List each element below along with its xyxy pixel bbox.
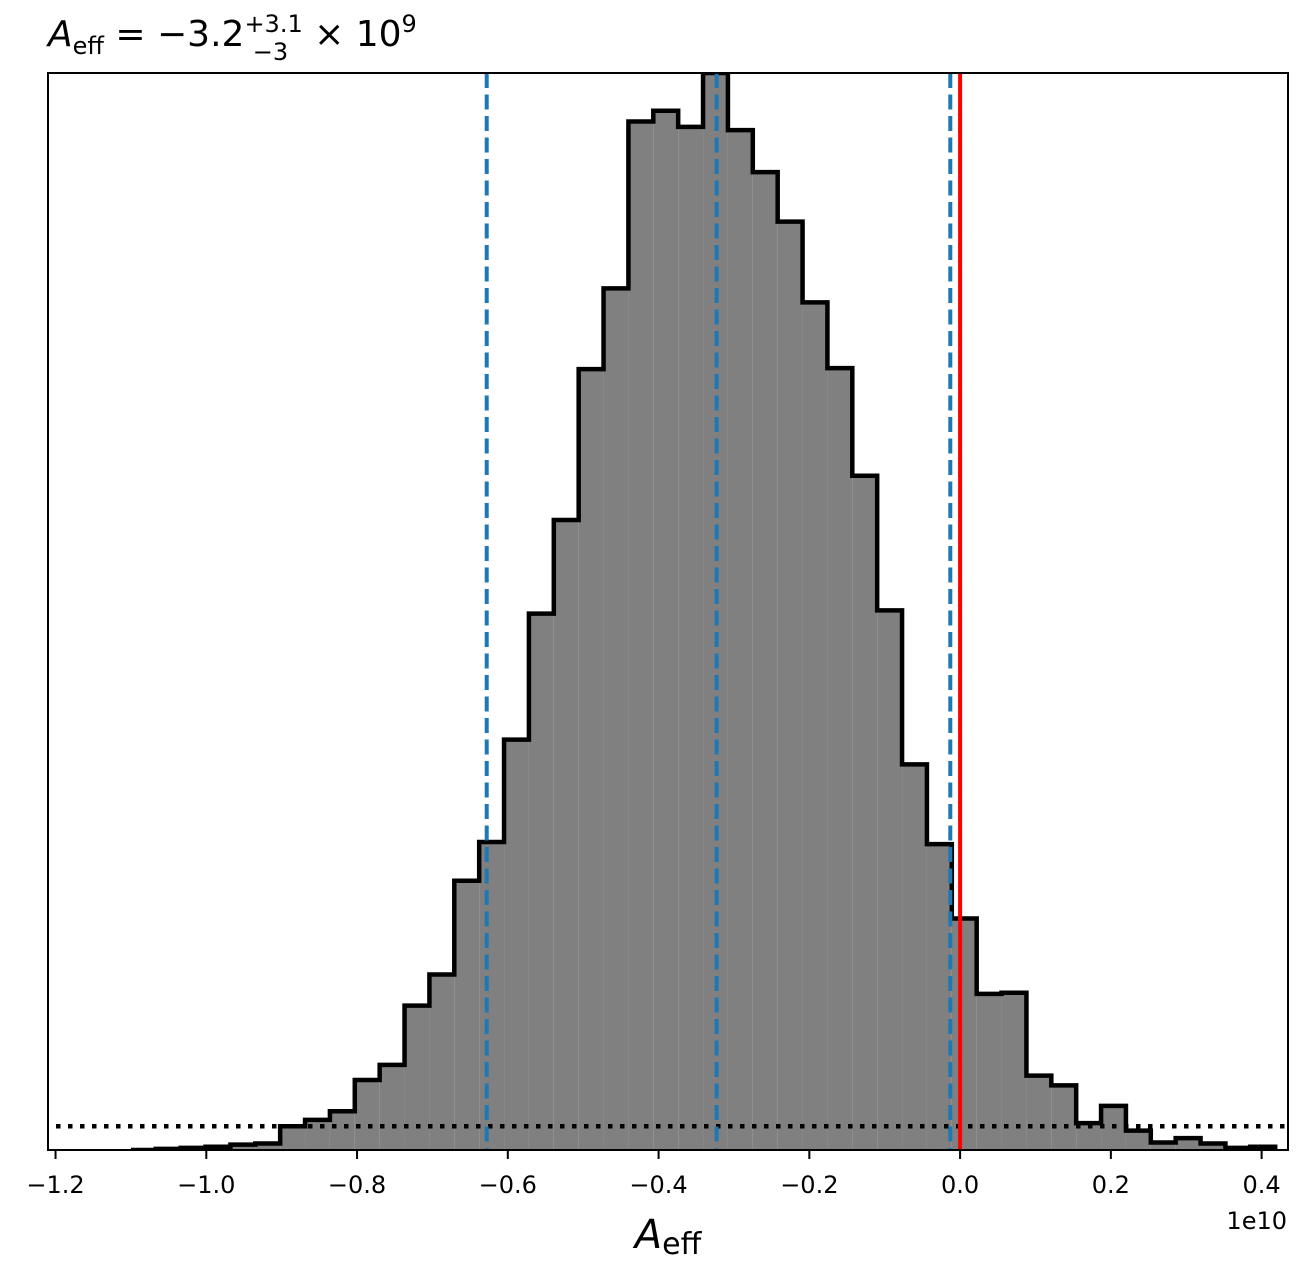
histogram-bar [479, 841, 505, 1150]
histogram-bar [603, 288, 629, 1150]
histogram-bar [752, 172, 778, 1150]
x-tick-label: 0.2 [1092, 1171, 1130, 1199]
x-tick-label: −0.8 [328, 1171, 386, 1199]
histogram-bar [1200, 1143, 1226, 1150]
histogram-bar [1125, 1130, 1151, 1150]
x-axis-offset-label: 1e10 [1226, 1207, 1287, 1235]
histogram-bar [951, 918, 977, 1150]
histogram-bar [354, 1079, 380, 1150]
title-equals: = [104, 14, 157, 55]
title-subscript: eff [73, 32, 105, 60]
x-axis-label: Aeff [632, 1212, 703, 1262]
histogram-bar [528, 613, 554, 1150]
title-median: −3.2 [157, 14, 244, 55]
histogram-bar [1175, 1138, 1201, 1150]
histogram-bar [802, 302, 828, 1150]
histogram-bar [553, 519, 579, 1150]
x-tick-label: −1.2 [26, 1171, 84, 1199]
histogram-bar [1001, 992, 1027, 1150]
histogram-outline [130, 73, 1278, 1150]
histogram-bar [926, 844, 952, 1150]
histogram-bar [628, 121, 654, 1150]
histogram-bar [827, 368, 853, 1150]
xlabel-subscript: eff [662, 1227, 702, 1262]
title-symbol: A [46, 14, 73, 55]
histogram-bar [976, 993, 1002, 1150]
histogram-bar [504, 739, 529, 1150]
histogram-bar [653, 110, 679, 1150]
histogram-bar [454, 880, 480, 1150]
x-tick-label: −0.6 [479, 1171, 537, 1199]
histogram-bar [329, 1111, 355, 1150]
plot-area [56, 73, 1286, 1150]
x-tick-label: −0.2 [780, 1171, 838, 1199]
axes-frame [47, 72, 1289, 1151]
x-tick-label: −1.0 [177, 1171, 235, 1199]
x-tick-label: −0.4 [629, 1171, 687, 1199]
histogram-bar [578, 369, 604, 1150]
title-exponent: 9 [402, 10, 417, 38]
histogram-bar [1150, 1142, 1176, 1150]
histogram-bar [727, 130, 753, 1150]
xlabel-symbol: A [632, 1212, 662, 1258]
x-tick-label: 0.4 [1243, 1171, 1281, 1199]
histogram-bar [429, 974, 455, 1150]
histogram-bar [777, 221, 803, 1150]
x-tick-label: 0.0 [941, 1171, 979, 1199]
histogram-bar [230, 1144, 256, 1150]
histogram-bar [678, 126, 704, 1150]
histogram-bar [852, 475, 878, 1150]
histogram-bar [379, 1064, 405, 1150]
x-axis-ticks: −1.2 −1.0 −0.8 −0.6 −0.4 −0.2 0.0 0.2 0.4 [26, 1150, 1281, 1199]
title-upper-error: +3.1 [244, 10, 302, 38]
chart-title: Aeff = −3.2+3.1 −3 × 109 [46, 10, 417, 66]
histogram-bar [902, 764, 927, 1150]
histogram-bar [1026, 1075, 1052, 1150]
title-multiplier: × 10 [314, 14, 401, 55]
title-lower-error: −3 [253, 38, 288, 66]
histogram-bar [1051, 1085, 1077, 1150]
histogram-bar [877, 610, 903, 1150]
histogram-bar [255, 1143, 281, 1150]
histogram-bar [280, 1126, 306, 1150]
